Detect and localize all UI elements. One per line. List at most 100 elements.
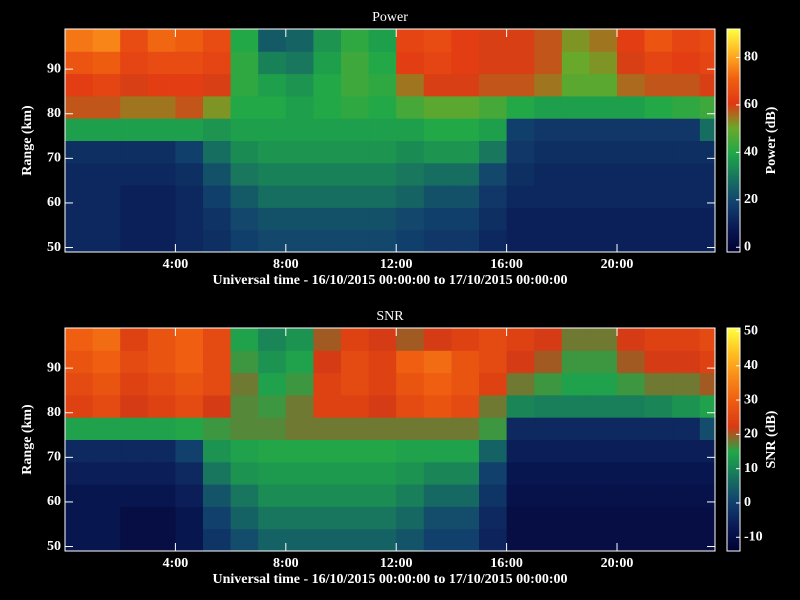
cell <box>341 95 370 119</box>
cell <box>258 207 287 231</box>
cell <box>617 350 646 374</box>
cell <box>534 484 563 507</box>
cell <box>92 51 121 75</box>
cell <box>230 140 259 164</box>
cell <box>258 528 287 551</box>
cell <box>534 207 563 231</box>
cell <box>120 140 149 164</box>
x-tick-label: 16:00 <box>490 257 523 272</box>
cell <box>479 73 508 97</box>
cell <box>479 506 508 530</box>
cell <box>534 417 563 440</box>
cell <box>479 439 508 463</box>
cell <box>313 73 342 97</box>
cell <box>258 506 287 530</box>
cell <box>699 118 715 141</box>
cell <box>285 350 314 374</box>
cell <box>699 29 715 52</box>
cell <box>368 328 397 351</box>
cell <box>92 350 121 374</box>
cell <box>120 461 149 485</box>
cell <box>534 51 563 75</box>
cell <box>534 162 563 186</box>
cell <box>396 439 425 463</box>
cell <box>92 417 121 440</box>
cell <box>479 461 508 485</box>
cell <box>672 528 701 551</box>
cell <box>506 95 535 119</box>
cell <box>313 506 342 530</box>
cell <box>65 328 94 351</box>
x-tick-label: 16:00 <box>490 556 523 571</box>
cell <box>617 207 646 231</box>
cell <box>479 528 508 551</box>
cell <box>561 185 590 208</box>
cell <box>65 506 94 530</box>
cell <box>368 528 397 551</box>
cell <box>561 118 590 141</box>
cell <box>699 140 715 164</box>
y-tick-label: 70 <box>47 450 61 465</box>
cell <box>506 207 535 231</box>
cell <box>451 439 480 463</box>
cell <box>258 118 287 141</box>
cell <box>120 73 149 97</box>
cell <box>617 439 646 463</box>
y-tick-label: 90 <box>47 61 61 76</box>
cell <box>644 162 673 186</box>
cell <box>258 417 287 440</box>
cell <box>120 118 149 141</box>
cell <box>589 328 618 351</box>
cell <box>561 162 590 186</box>
cell <box>423 506 452 530</box>
cell <box>451 95 480 119</box>
cell <box>258 439 287 463</box>
cell <box>65 372 94 396</box>
cell <box>368 461 397 485</box>
cell <box>285 484 314 507</box>
cell <box>258 372 287 396</box>
cell <box>203 394 232 418</box>
cell <box>672 439 701 463</box>
cell <box>451 528 480 551</box>
cell <box>589 140 618 164</box>
cell <box>396 51 425 75</box>
cell <box>699 51 715 75</box>
cell <box>92 73 121 97</box>
cell <box>672 29 701 52</box>
cell <box>451 118 480 141</box>
cell <box>561 461 590 485</box>
cell <box>120 394 149 418</box>
cell <box>561 207 590 231</box>
cell <box>230 417 259 440</box>
cell <box>175 439 204 463</box>
cell <box>147 162 176 186</box>
cell <box>617 229 646 252</box>
cell <box>506 439 535 463</box>
cell <box>672 51 701 75</box>
cell <box>534 506 563 530</box>
cell <box>423 51 452 75</box>
cell <box>672 372 701 396</box>
cell <box>313 372 342 396</box>
cell <box>203 162 232 186</box>
cell <box>368 350 397 374</box>
cell <box>203 328 232 351</box>
cell <box>672 417 701 440</box>
cell <box>589 29 618 52</box>
cell <box>203 484 232 507</box>
cell <box>313 439 342 463</box>
cell <box>672 140 701 164</box>
cell <box>313 461 342 485</box>
cell <box>396 185 425 208</box>
cell <box>451 461 480 485</box>
cell <box>672 328 701 351</box>
cell <box>65 484 94 507</box>
cell <box>561 73 590 97</box>
cell <box>230 372 259 396</box>
cell <box>479 95 508 119</box>
x-tick-label: 8:00 <box>273 257 299 272</box>
cell <box>147 506 176 530</box>
cell <box>506 328 535 351</box>
cell <box>313 528 342 551</box>
